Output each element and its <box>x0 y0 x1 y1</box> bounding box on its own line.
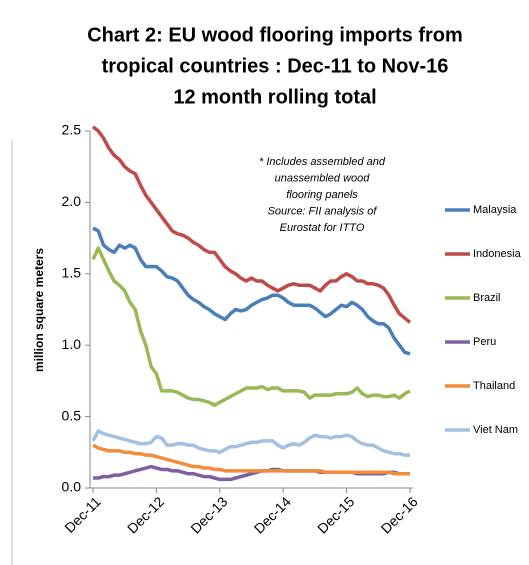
series-line <box>91 429 410 457</box>
series-line <box>92 226 411 356</box>
series-line <box>91 246 411 407</box>
x-tick-label: Dec-14 <box>251 493 294 536</box>
annotation: flooring panels <box>286 189 358 201</box>
legend-label: Malaysia <box>473 204 517 216</box>
x-tick-label: Dec-15 <box>314 493 357 536</box>
legend-label: Peru <box>473 336 496 348</box>
x-tick-label: Dec-11 <box>61 493 104 536</box>
legend-label: Brazil <box>473 292 501 304</box>
chart-title: tropical countries : Dec-11 to Nov-16 <box>102 55 449 77</box>
y-tick-label: 2.0 <box>62 193 82 209</box>
chart-title: Chart 2: EU wood flooring imports from <box>87 24 463 46</box>
y-tick-label: 0.5 <box>62 407 82 423</box>
annotation: unassembled wood <box>275 172 371 184</box>
legend-label: Indonesia <box>473 248 522 260</box>
y-tick-label: 1.5 <box>62 265 82 281</box>
y-axis-label: million square meters <box>32 248 46 372</box>
y-tick-label: 2.5 <box>62 122 82 138</box>
x-tick-label: Dec-16 <box>378 493 421 536</box>
x-tick-label: Dec-12 <box>124 493 167 536</box>
legend-label: Viet Nam <box>473 424 518 436</box>
series-line <box>92 443 410 476</box>
series-line <box>91 125 412 324</box>
x-tick-label: Dec-13 <box>187 493 230 536</box>
legend-label: Thailand <box>473 380 515 392</box>
annotation: Source: FII analysis of <box>268 205 378 217</box>
y-tick-label: 0.0 <box>62 479 82 495</box>
annotation: * Includes assembled and <box>259 156 386 168</box>
y-tick-label: 1.0 <box>62 336 82 352</box>
chart-title: 12 month rolling total <box>173 86 376 108</box>
annotation: Eurostat for ITTO <box>280 222 365 234</box>
